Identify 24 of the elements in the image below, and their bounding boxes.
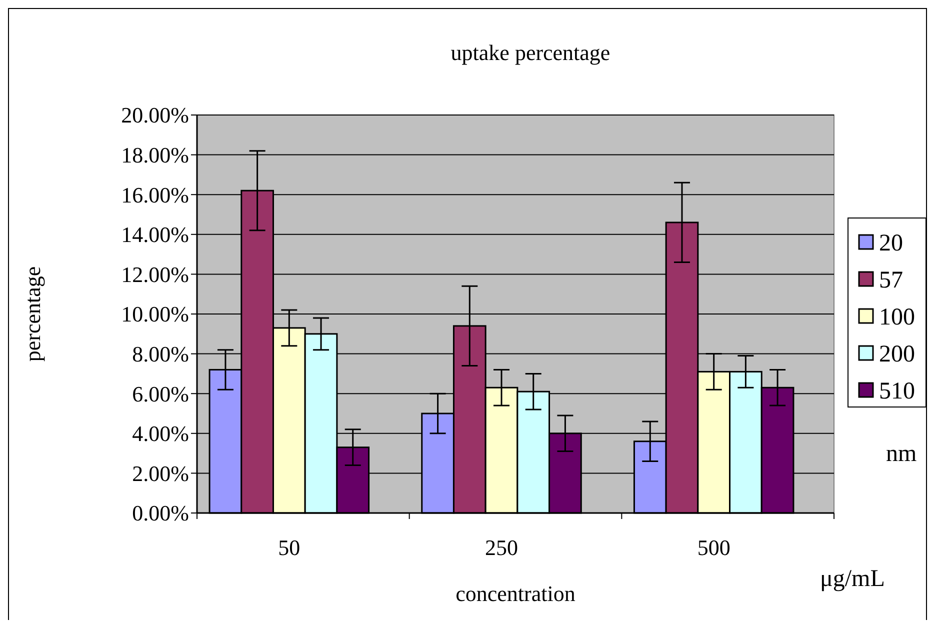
x-tick-label: 250: [485, 535, 518, 560]
legend-label: 200: [879, 341, 915, 368]
y-tick-label: 6.00%: [132, 381, 189, 406]
y-tick-label: 12.00%: [121, 262, 189, 287]
y-tick-label: 4.00%: [132, 421, 189, 446]
y-tick-label: 14.00%: [121, 222, 189, 248]
y-tick-label: 10.00%: [121, 302, 189, 327]
y-tick-label: 20.00%: [121, 102, 189, 128]
legend-label: 510: [879, 378, 915, 404]
y-tick-label: 18.00%: [121, 142, 189, 168]
text: nm: [886, 441, 917, 467]
y-tick-label: 2.00%: [132, 460, 189, 486]
y-tick-label: 0.00%: [132, 500, 189, 526]
legend-label: 57: [879, 267, 903, 294]
text: μg/mL: [820, 566, 885, 592]
x-tick-label: 500: [697, 535, 730, 560]
legend-label: 100: [879, 304, 915, 330]
x-tick-label: 50: [278, 535, 300, 560]
chart-title: uptake percentage: [450, 40, 610, 65]
x-axis-title: concentration: [456, 581, 576, 606]
legend-label: 20: [879, 230, 903, 256]
y-tick-label: 16.00%: [121, 182, 189, 208]
y-axis-title: percentage: [20, 266, 45, 362]
y-tick-label: 8.00%: [132, 342, 189, 366]
